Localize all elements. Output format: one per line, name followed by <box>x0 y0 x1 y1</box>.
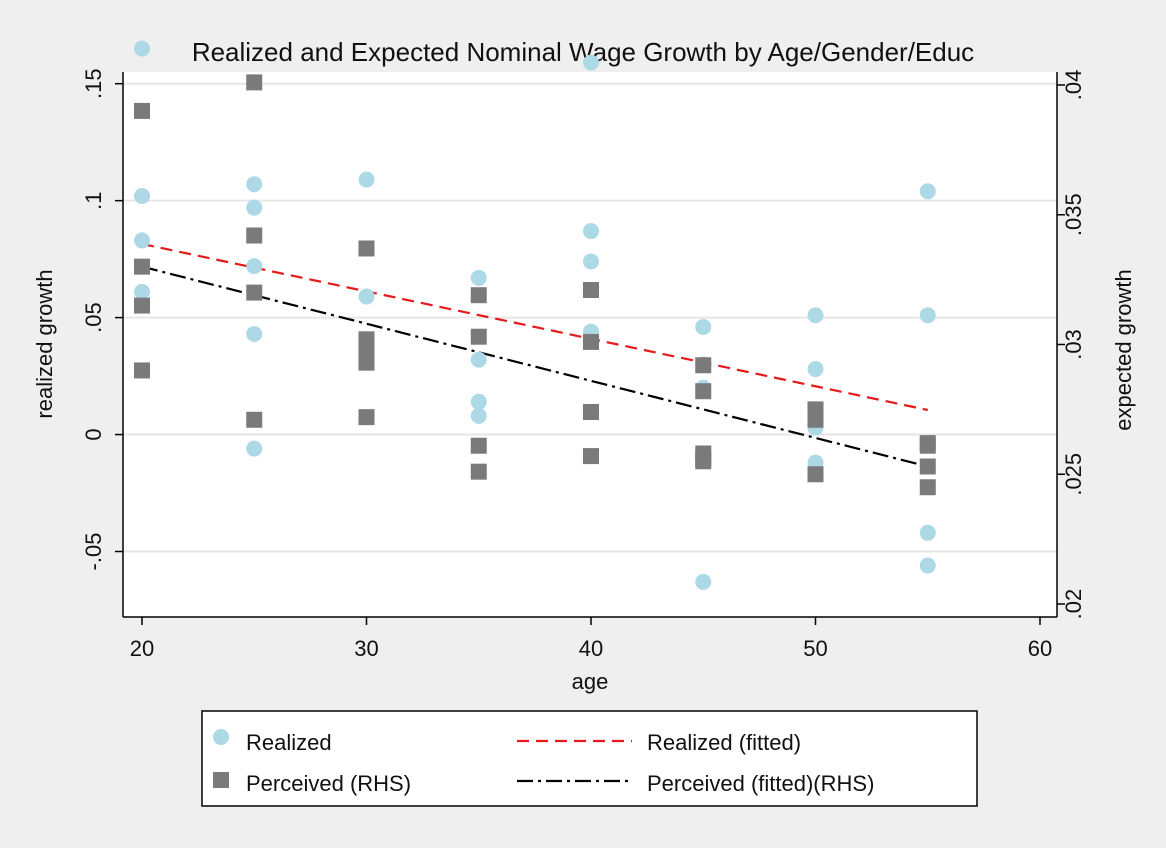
x-tick-label: 50 <box>803 636 827 661</box>
realized-point <box>919 557 936 574</box>
realized-point <box>134 40 150 57</box>
realized-point <box>807 361 824 378</box>
perceived-point <box>470 328 487 345</box>
realized-fitted-line <box>141 242 928 412</box>
realized-point <box>134 232 150 249</box>
realized-point <box>134 187 150 204</box>
realized-point <box>583 223 599 240</box>
perceived-point <box>470 287 487 304</box>
legend-realized-label: Realized <box>246 730 332 755</box>
perceived-point <box>695 357 712 374</box>
axes: 20 30 40 50 60 -.05 0 .05 .1 .15 .02 .025 .03 .035 .04 <box>81 68 1086 661</box>
perceived-point <box>246 227 263 244</box>
y2-axis-label: expected growth <box>1111 269 1136 430</box>
realized-point <box>695 318 712 335</box>
perceived-point <box>358 240 375 257</box>
perceived-point <box>695 383 712 400</box>
perceived-point <box>134 362 150 379</box>
realized-point <box>807 307 824 324</box>
perceived-point <box>246 411 263 428</box>
perceived-point <box>919 479 936 496</box>
realized-point <box>246 440 263 457</box>
realized-point <box>470 407 487 424</box>
x-axis-label: age <box>572 669 609 694</box>
perceived-point <box>807 466 824 483</box>
perceived-point <box>807 411 824 428</box>
realized-point <box>134 283 150 300</box>
perceived-point <box>246 74 263 91</box>
gridlines <box>123 82 1057 553</box>
perceived-point <box>134 102 150 119</box>
perceived-point <box>919 437 936 454</box>
y-tick-label: .05 <box>81 302 106 333</box>
perceived-point <box>583 403 599 420</box>
realized-point <box>358 288 375 305</box>
perceived-point <box>246 284 263 301</box>
realized-point <box>470 351 487 368</box>
perceived-point <box>470 463 487 480</box>
y2-tick-label: .025 <box>1061 453 1086 496</box>
realized-point <box>246 176 263 193</box>
x-tick-label: 20 <box>130 636 154 661</box>
y2-tick-label: .02 <box>1061 589 1086 620</box>
realized-point <box>246 258 263 275</box>
realized-point <box>358 171 375 188</box>
y-axis-label: realized growth <box>32 269 57 418</box>
y-tick-label: 0 <box>81 428 106 440</box>
fitted-lines <box>141 242 929 468</box>
perceived-point <box>134 297 150 314</box>
perceived-point <box>358 341 375 358</box>
legend-box <box>201 710 978 807</box>
y2-tick-label: .035 <box>1061 193 1086 236</box>
realized-point <box>470 393 487 410</box>
scatter-points <box>134 40 936 590</box>
legend-realized-fitted-label: Realized (fitted) <box>647 730 801 755</box>
chart-title: Realized and Expected Nominal Wage Growt… <box>192 37 974 67</box>
realized-point <box>246 325 263 342</box>
perceived-point <box>358 409 375 426</box>
realized-point <box>919 524 936 541</box>
y2-tick-label: .03 <box>1061 329 1086 360</box>
realized-point <box>695 573 712 590</box>
perceived-point <box>695 450 712 467</box>
realized-point <box>246 199 263 216</box>
realized-point <box>470 269 487 286</box>
y-tick-label: -.05 <box>81 533 106 571</box>
x-tick-label: 60 <box>1028 636 1052 661</box>
x-tick-label: 30 <box>354 636 378 661</box>
perceived-point <box>358 354 375 371</box>
y2-tick-label: .04 <box>1061 70 1086 101</box>
perceived-point <box>583 333 599 350</box>
perceived-point <box>583 448 599 465</box>
realized-point <box>919 307 936 324</box>
x-tick-label: 40 <box>579 636 603 661</box>
legend-perceived-symbol <box>213 772 229 788</box>
y-tick-label: .1 <box>81 191 106 209</box>
perceived-point <box>134 258 150 275</box>
perceived-point <box>583 282 599 298</box>
legend-realized-symbol <box>213 729 229 745</box>
y-tick-label: .15 <box>81 68 106 99</box>
legend-perceived-label: Perceived (RHS) <box>246 771 411 796</box>
perceived-point <box>919 458 936 475</box>
legend: Realized Realized (fitted) Perceived (RH… <box>201 710 978 807</box>
realized-point <box>583 253 599 270</box>
realized-point <box>919 183 936 200</box>
perceived-point <box>470 437 487 454</box>
perceived-fitted-line <box>141 265 929 468</box>
legend-perceived-fitted-label: Perceived (fitted)(RHS) <box>647 771 874 796</box>
realized-point <box>583 54 599 71</box>
